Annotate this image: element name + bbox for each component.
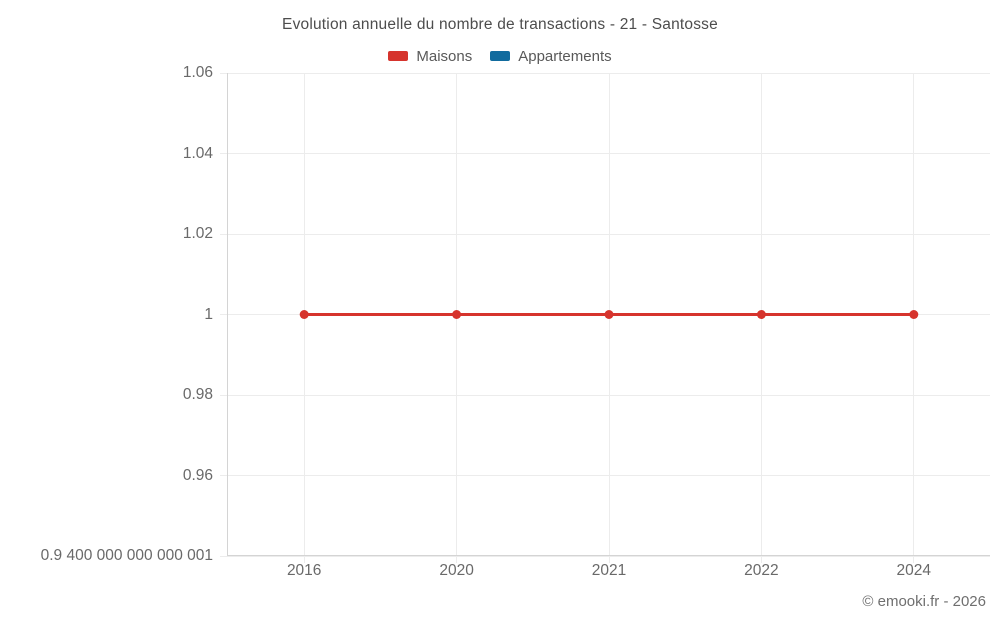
x-tick-label: 2021 <box>591 562 627 579</box>
appartements-swatch-icon <box>490 51 511 61</box>
data-point-maisons[interactable] <box>909 310 919 319</box>
y-tick-label: 0.98 <box>182 386 213 403</box>
series-layer <box>299 310 919 319</box>
y-gridline <box>220 233 990 235</box>
y-tick-label: 1.02 <box>182 225 213 242</box>
x-tick-label: 2016 <box>286 562 322 579</box>
y-axis-line <box>227 73 228 556</box>
legend-label-maisons: Maisons <box>416 47 473 65</box>
y-gridline <box>220 555 990 557</box>
x-axis-line <box>227 555 990 556</box>
copyright-credit: © emooki.fr - 2026 <box>862 593 986 610</box>
y-gridline <box>220 153 990 154</box>
y-tick-label: 1.06 <box>182 64 213 81</box>
chart-title: Evolution annuelle du nombre de transact… <box>282 16 718 33</box>
data-point-maisons[interactable] <box>299 310 309 319</box>
y-gridline <box>220 475 990 476</box>
y-gridline <box>220 394 990 396</box>
y-tick-label: 1.04 <box>182 144 213 162</box>
data-point-maisons[interactable] <box>604 310 614 319</box>
y-gridline <box>220 72 990 74</box>
legend-label-appartements: Appartements <box>518 47 612 65</box>
x-tick-label: 2020 <box>439 562 474 579</box>
legend-item-appartements[interactable]: Appartements <box>490 47 612 65</box>
x-tick-label: 2022 <box>744 562 779 579</box>
legend-item-maisons[interactable]: Maisons <box>388 48 472 65</box>
data-point-maisons[interactable] <box>452 310 462 319</box>
data-point-maisons[interactable] <box>756 310 766 319</box>
legend: Maisons Appartements <box>0 46 1000 66</box>
y-tick-label: 1 <box>204 305 213 323</box>
y-tick-label: 0.96 <box>182 466 213 484</box>
y-tick-label: 0.9 400 000 000 000 001 <box>40 547 213 564</box>
x-tick-label: 2024 <box>896 562 932 579</box>
maisons-swatch-icon <box>388 51 409 61</box>
